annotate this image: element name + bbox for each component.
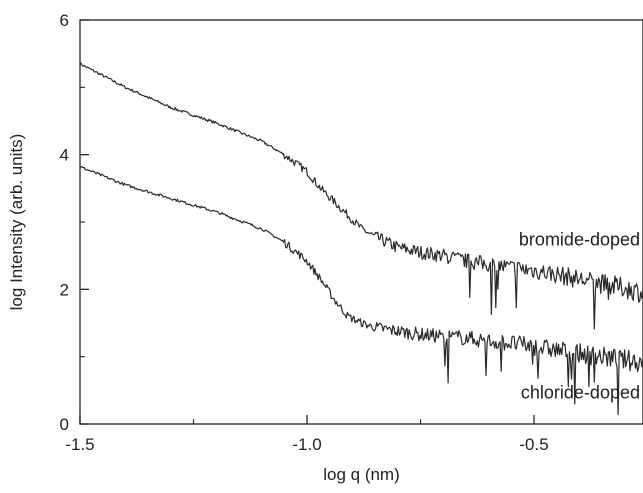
series-label-chloride-doped: chloride-doped bbox=[521, 382, 640, 402]
y-tick-label: 2 bbox=[60, 280, 69, 299]
x-axis-title: log q (nm) bbox=[323, 465, 400, 484]
series-layer bbox=[79, 62, 643, 415]
series-line-bromide-doped bbox=[79, 62, 643, 330]
plot-area bbox=[79, 19, 643, 425]
x-tick-label: -1.5 bbox=[65, 435, 94, 454]
x-tick-label: -0.5 bbox=[519, 435, 548, 454]
series-label-bromide-doped: bromide-doped bbox=[519, 230, 640, 250]
y-axis-title: log Intensity (arb. units) bbox=[7, 134, 26, 311]
x-tick-label: -1.0 bbox=[292, 435, 321, 454]
tick-layer: -1.5 -1.0 -0.5 0 2 4 6 bbox=[60, 11, 549, 454]
plot-border bbox=[79, 19, 643, 425]
series-line-chloride-doped bbox=[79, 166, 643, 415]
y-tick-label: 6 bbox=[60, 11, 69, 30]
y-tick-label: 0 bbox=[60, 415, 69, 434]
y-tick-label: 4 bbox=[60, 146, 69, 165]
